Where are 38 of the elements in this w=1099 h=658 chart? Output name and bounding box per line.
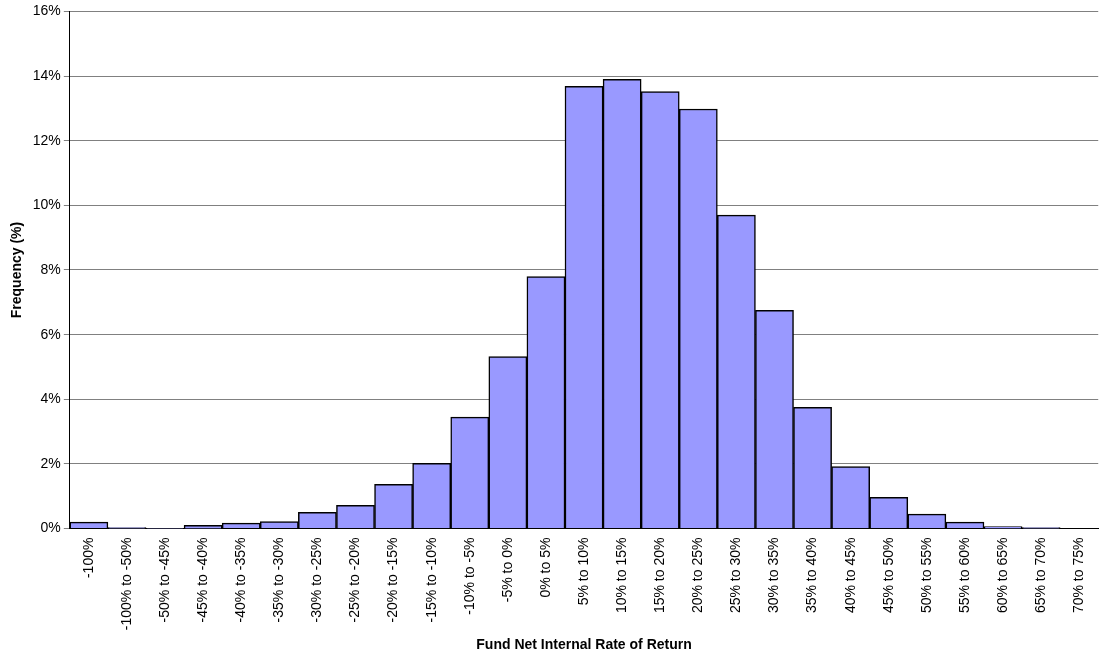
x-tick-label: 5% to 10% <box>574 537 591 606</box>
x-tick-label: 50% to 55% <box>917 537 934 614</box>
x-tick-label: 35% to 40% <box>803 537 820 614</box>
y-tick-label: 6% <box>40 325 61 342</box>
y-tick-label: 4% <box>40 390 61 407</box>
y-tick-label: 16% <box>32 2 61 19</box>
y-tick-label: 0% <box>40 519 61 536</box>
x-tick-label: -35% to -30% <box>270 537 287 623</box>
x-tick-label: 10% to 15% <box>612 537 629 614</box>
x-tick-label: -30% to -25% <box>308 537 325 623</box>
x-tick-label: -15% to -10% <box>422 537 439 623</box>
x-axis-title: Fund Net Internal Rate of Return <box>476 636 692 653</box>
x-tick-label: 30% to 35% <box>765 537 782 614</box>
x-tick-label: -25% to -20% <box>346 537 363 623</box>
x-tick-label: -10% to -5% <box>460 537 477 615</box>
x-tick-label: 60% to 65% <box>993 537 1010 614</box>
x-tick-label: 45% to 50% <box>879 537 896 614</box>
y-axis-title: Frequency (%) <box>8 221 25 319</box>
x-tick-label: -100% to -50% <box>117 537 134 631</box>
y-tick-label: 12% <box>32 131 61 148</box>
x-tick-label: 25% to 30% <box>727 537 744 614</box>
x-tick-label: -40% to -35% <box>232 537 249 623</box>
x-tick-label: -20% to -15% <box>384 537 401 623</box>
x-tick-label: 70% to 75% <box>1070 537 1087 614</box>
x-tick-label: 55% to 60% <box>955 537 972 614</box>
y-tick-label: 8% <box>40 260 61 277</box>
x-tick-label: 15% to 20% <box>651 537 668 614</box>
x-tick-label: 40% to 45% <box>841 537 858 614</box>
y-tick-label: 14% <box>32 66 61 83</box>
x-tick-label: -100% <box>79 537 96 579</box>
x-tick-label: 0% to 5% <box>536 537 553 598</box>
y-tick-label: 10% <box>32 196 61 213</box>
x-tick-label: 65% to 70% <box>1031 537 1048 614</box>
x-tick-label: -50% to -45% <box>155 537 172 623</box>
x-tick-label: -45% to -40% <box>193 537 210 623</box>
y-tick-label: 2% <box>40 454 61 471</box>
x-tick-label: 20% to 25% <box>689 537 706 614</box>
x-tick-label: -5% to 0% <box>498 537 515 603</box>
